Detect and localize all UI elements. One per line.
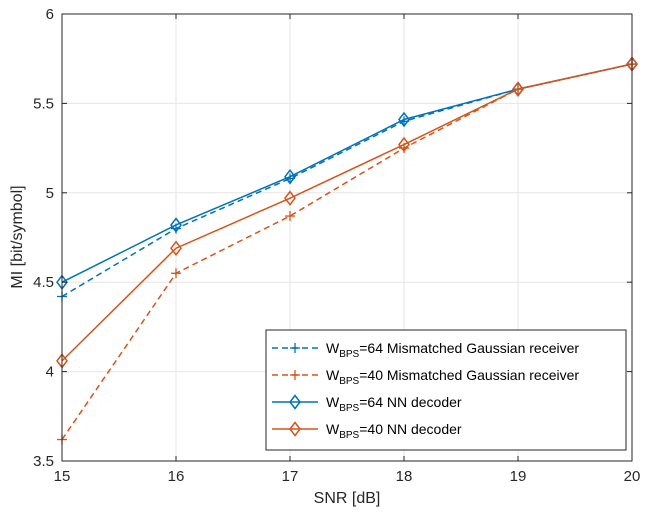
plot-frame	[61, 13, 633, 462]
legend-label-rest: =64 NN decoder	[359, 394, 462, 410]
legend-label-main: W	[326, 394, 340, 410]
x-tick-label: 15	[54, 468, 71, 485]
y-tick-label: 4.5	[33, 274, 54, 291]
x-axis-label: SNR [dB]	[314, 490, 381, 507]
x-tick-label: 19	[510, 468, 527, 485]
y-tick-label: 5	[46, 185, 54, 202]
series-line	[61, 63, 633, 440]
x-tick-label: 16	[168, 468, 185, 485]
legend-swatch-marker	[290, 370, 300, 380]
legend-box	[265, 329, 627, 451]
data-point	[398, 136, 410, 153]
legend-label-rest: =40 Mismatched Gaussian receiver	[359, 367, 579, 383]
legend-swatch-marker	[290, 343, 300, 353]
y-axis-label: MI [bit/symbol]	[9, 185, 26, 288]
legend-swatch-marker	[289, 421, 301, 437]
data-point	[171, 268, 181, 279]
legend-label: WBPS=40 NN decoder	[326, 421, 462, 441]
legend-entry-1: WBPS=64 Mismatched Gaussian receiver	[272, 340, 579, 360]
legend-label: WBPS=64 Mismatched Gaussian receiver	[326, 340, 579, 360]
y-tick-label: 3.5	[33, 453, 54, 470]
legend-entry-3: WBPS=64 NN decoder	[272, 394, 462, 414]
data-point	[284, 168, 296, 185]
data-point	[170, 240, 182, 256]
legend-entry-2: WBPS=40 Mismatched Gaussian receiver	[272, 367, 579, 387]
legend-label-sub: BPS	[339, 430, 359, 441]
legend-label-rest: =40 NN decoder	[359, 421, 462, 437]
data-point	[512, 81, 524, 97]
series-line	[61, 63, 633, 362]
legend-label-sub: BPS	[339, 403, 359, 414]
legend-label-sub: BPS	[339, 349, 359, 360]
legend-label-sub: BPS	[339, 376, 359, 387]
y-axis-ticks: 3.5 4 4.5 5 5.5 6	[33, 6, 632, 470]
legend-swatch-marker	[289, 394, 301, 410]
data-point	[398, 111, 410, 128]
legend-label-main: W	[326, 421, 340, 437]
y-tick-label: 4	[46, 364, 54, 381]
legend-label-main: W	[326, 367, 340, 383]
legend-label: WBPS=64 NN decoder	[326, 394, 462, 414]
legend-label-main: W	[326, 340, 340, 356]
data-point	[170, 217, 182, 233]
y-tick-label: 6	[46, 6, 54, 23]
legend-label: WBPS=40 Mismatched Gaussian receiver	[326, 367, 579, 387]
x-tick-label: 18	[396, 468, 413, 485]
legend-label-rest: =64 Mismatched Gaussian receiver	[359, 340, 579, 356]
y-tick-label: 5.5	[33, 95, 54, 112]
legend: WBPS=64 Mismatched Gaussian receiverWBPS…	[265, 329, 627, 451]
data-point	[285, 211, 295, 222]
x-tick-label: 17	[282, 468, 299, 485]
x-axis-ticks: 15 16 17 18 19 20	[54, 14, 641, 485]
x-tick-label: 20	[624, 468, 641, 485]
data-point	[284, 190, 296, 206]
legend-entry-4: WBPS=40 NN decoder	[272, 421, 462, 441]
